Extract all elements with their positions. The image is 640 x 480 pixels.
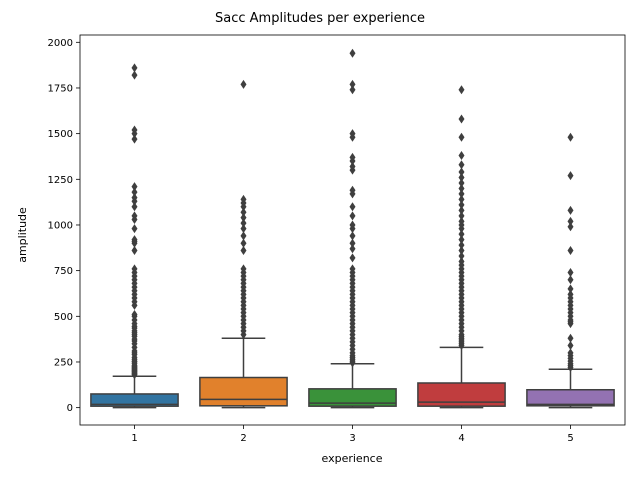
outlier-point xyxy=(131,235,138,245)
outlier-point xyxy=(458,132,465,142)
outlier-point xyxy=(240,213,247,223)
outlier-point xyxy=(349,185,356,195)
outlier-point xyxy=(458,246,465,256)
outlier-point xyxy=(458,229,465,239)
outlier-point xyxy=(349,202,356,212)
outlier-point xyxy=(131,187,138,197)
x-tick-label: 2 xyxy=(240,433,246,444)
outlier-point xyxy=(458,151,465,161)
box-body xyxy=(526,388,615,407)
outlier-point xyxy=(240,246,247,256)
box-body xyxy=(90,393,179,407)
axes-frame xyxy=(79,34,626,426)
outlier-point xyxy=(349,129,356,139)
outlier-point xyxy=(567,205,574,215)
outlier-point xyxy=(567,216,574,226)
outlier-point xyxy=(349,264,356,274)
y-tick-label: 1000 xyxy=(48,220,73,231)
outlier-point xyxy=(567,246,574,256)
outlier-point xyxy=(349,238,356,248)
outlier-point xyxy=(240,224,247,234)
outlier-point xyxy=(349,48,356,58)
outlier-point xyxy=(458,85,465,95)
y-tick-label: 500 xyxy=(54,312,73,323)
outlier-point xyxy=(131,125,138,135)
outlier-point xyxy=(458,194,465,204)
outlier-point xyxy=(458,216,465,226)
outlier-point xyxy=(567,222,574,232)
outlier-point xyxy=(458,251,465,261)
chart-title: Sacc Amplitudes per experience xyxy=(215,11,425,26)
outlier-point xyxy=(458,183,465,193)
outlier-point xyxy=(349,253,356,263)
outlier-point xyxy=(131,309,138,319)
x-tick-label: 3 xyxy=(349,433,355,444)
outlier-point xyxy=(131,63,138,73)
y-tick-label: 250 xyxy=(54,357,73,368)
outlier-point xyxy=(458,235,465,245)
outlier-point xyxy=(458,167,465,177)
outlier-point xyxy=(567,333,574,343)
outlier-point xyxy=(131,264,138,274)
y-tick-label: 750 xyxy=(54,266,73,277)
outlier-point xyxy=(567,171,574,181)
outlier-point xyxy=(458,172,465,182)
outlier-point xyxy=(567,289,574,299)
box-body xyxy=(199,376,288,407)
outlier-point xyxy=(131,211,138,221)
outlier-point xyxy=(349,231,356,241)
outlier-point xyxy=(349,79,356,89)
outlier-point xyxy=(349,211,356,221)
outlier-point xyxy=(458,114,465,124)
outlier-point xyxy=(349,85,356,95)
y-tick-label: 2000 xyxy=(48,38,73,49)
y-tick-label: 0 xyxy=(67,403,73,414)
outlier-point xyxy=(458,189,465,199)
box-body xyxy=(417,382,506,407)
outlier-point xyxy=(131,182,138,192)
outlier-point xyxy=(458,211,465,221)
y-tick-label: 1250 xyxy=(48,175,73,186)
outlier-point xyxy=(458,200,465,210)
outlier-point xyxy=(131,193,138,203)
outlier-point xyxy=(131,246,138,256)
y-tick-label: 1750 xyxy=(48,83,73,94)
outlier-point xyxy=(349,244,356,254)
outlier-point xyxy=(567,132,574,142)
outlier-point xyxy=(240,238,247,248)
outlier-point xyxy=(458,240,465,250)
outlier-point xyxy=(240,231,247,241)
outlier-point xyxy=(131,134,138,144)
x-axis-label: experience xyxy=(322,452,383,465)
outlier-point xyxy=(567,267,574,277)
outlier-point xyxy=(349,152,356,162)
outlier-point xyxy=(131,70,138,80)
outlier-point xyxy=(240,79,247,89)
x-tick-label: 1 xyxy=(131,433,137,444)
outlier-point xyxy=(567,284,574,294)
y-axis-label: amplitude xyxy=(16,207,29,263)
outlier-point xyxy=(458,205,465,215)
outlier-point xyxy=(240,264,247,274)
outlier-point xyxy=(458,178,465,188)
outlier-point xyxy=(240,207,247,217)
x-tick-label: 4 xyxy=(458,433,464,444)
x-tick-label: 5 xyxy=(567,433,573,444)
outlier-point xyxy=(349,220,356,230)
outlier-point xyxy=(567,275,574,285)
outlier-point xyxy=(567,341,574,351)
outlier-point xyxy=(240,218,247,228)
plot-area: 0 250 500 750 1000 1250 1500 1750 2000 1 2 3 4 5 xyxy=(48,34,626,444)
outlier-point xyxy=(240,194,247,204)
outlier-point xyxy=(131,224,138,234)
y-tick-label: 1500 xyxy=(48,129,73,140)
outlier-point xyxy=(458,257,465,267)
outlier-point xyxy=(458,160,465,170)
outlier-point xyxy=(349,162,356,172)
outlier-point xyxy=(567,348,574,358)
box-body xyxy=(308,388,397,407)
outlier-point xyxy=(131,202,138,212)
